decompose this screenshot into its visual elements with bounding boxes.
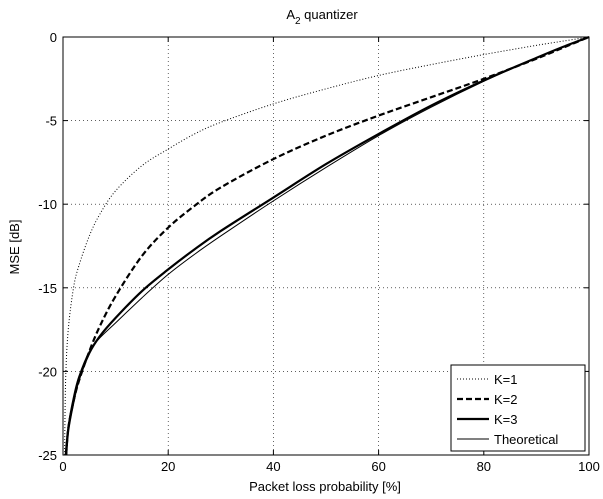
series-line-k-3 — [65, 35, 590, 456]
chart-title: A2 quantizer — [286, 7, 358, 27]
y-tick-label: -25 — [38, 448, 57, 463]
chart-title-subscript: 2 — [295, 16, 301, 27]
chart-title-main: A — [286, 7, 295, 22]
legend-label: Theoretical — [494, 432, 558, 447]
legend-label: K=2 — [494, 392, 518, 407]
chart-title-suffix: quantizer — [301, 7, 359, 22]
x-tick-label: 60 — [371, 459, 385, 474]
legend: K=1 K=2 K=3 Theoretical — [450, 364, 586, 452]
x-tick-label: 20 — [161, 459, 175, 474]
x-tick-label: 80 — [477, 459, 491, 474]
legend-label: K=3 — [494, 412, 518, 427]
y-axis-label: MSE [dB] — [7, 220, 22, 275]
y-tick-label: -10 — [38, 197, 57, 212]
y-tick-label: 0 — [50, 30, 57, 45]
y-tick-label: -5 — [45, 114, 57, 129]
x-axis-label: Packet loss probability [%] — [249, 479, 401, 494]
x-tick-label: 100 — [578, 459, 600, 474]
x-tick-label: 40 — [266, 459, 280, 474]
series-group — [64, 35, 590, 456]
x-tick-label: 0 — [59, 459, 66, 474]
y-tick-label: -15 — [38, 281, 57, 296]
legend-label: K=1 — [494, 372, 518, 387]
series-line-theoretical — [64, 36, 590, 456]
legend-box — [450, 364, 586, 452]
y-tick-label: -20 — [38, 364, 57, 379]
